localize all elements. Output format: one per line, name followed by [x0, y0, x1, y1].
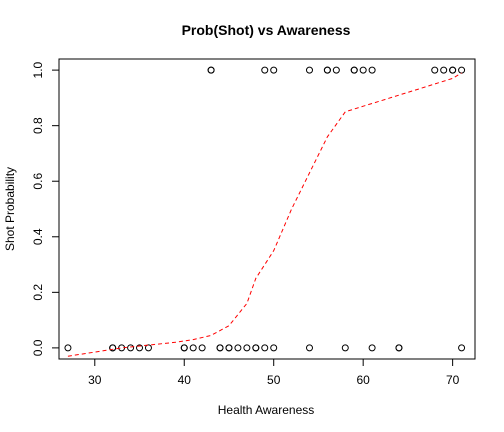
data-point: [127, 344, 135, 352]
data-point: [225, 344, 233, 352]
data-point: [368, 66, 376, 74]
x-tick-label: 60: [356, 373, 370, 387]
data-point: [261, 66, 269, 74]
y-tick-label: 0.2: [31, 284, 45, 301]
x-tick-label: 50: [267, 373, 281, 387]
data-point: [395, 344, 403, 352]
data-point: [458, 66, 466, 74]
x-axis: 30 40 50 60 70: [88, 358, 460, 387]
data-point: [449, 66, 457, 74]
data-point: [144, 344, 152, 352]
data-point: [350, 66, 358, 74]
data-point: [359, 66, 367, 74]
data-point: [305, 344, 313, 352]
y-tick-label: 0.6: [31, 173, 45, 190]
data-point: [234, 344, 242, 352]
x-tick-label: 40: [178, 373, 192, 387]
data-point: [180, 344, 188, 352]
plot-frame: [58, 58, 476, 360]
data-point: [368, 344, 376, 352]
data-point: [198, 344, 206, 352]
data-point: [261, 344, 269, 352]
data-point: [332, 66, 340, 74]
data-point: [341, 344, 349, 352]
y-tick-label: 0.8: [31, 117, 45, 134]
y-axis: 0.0 0.2 0.4 0.6 0.8 1.0: [31, 61, 60, 356]
y-tick-label: 0.0: [31, 339, 45, 356]
data-point: [109, 344, 117, 352]
y-axis-label: Shot Probability: [3, 167, 17, 251]
x-axis-label: Health Awareness: [218, 403, 315, 417]
x-tick-label: 30: [88, 373, 102, 387]
data-point: [252, 344, 260, 352]
data-point: [207, 66, 215, 74]
y-tick-label: 1.0: [31, 61, 45, 78]
data-point: [270, 344, 278, 352]
data-point: [270, 66, 278, 74]
data-point: [323, 66, 331, 74]
plot-area: [64, 66, 466, 357]
data-point: [64, 344, 72, 352]
data-point: [216, 344, 224, 352]
data-point: [458, 344, 466, 352]
y-tick-label: 0.4: [31, 228, 45, 245]
data-point: [440, 66, 448, 74]
data-point: [136, 344, 144, 352]
data-point: [243, 344, 251, 352]
fitted-curve: [67, 72, 462, 357]
data-point: [431, 66, 439, 74]
chart-title: Prob(Shot) vs Awareness: [182, 22, 351, 38]
x-tick-label: 70: [446, 373, 460, 387]
data-point: [305, 66, 313, 74]
data-point: [189, 344, 197, 352]
